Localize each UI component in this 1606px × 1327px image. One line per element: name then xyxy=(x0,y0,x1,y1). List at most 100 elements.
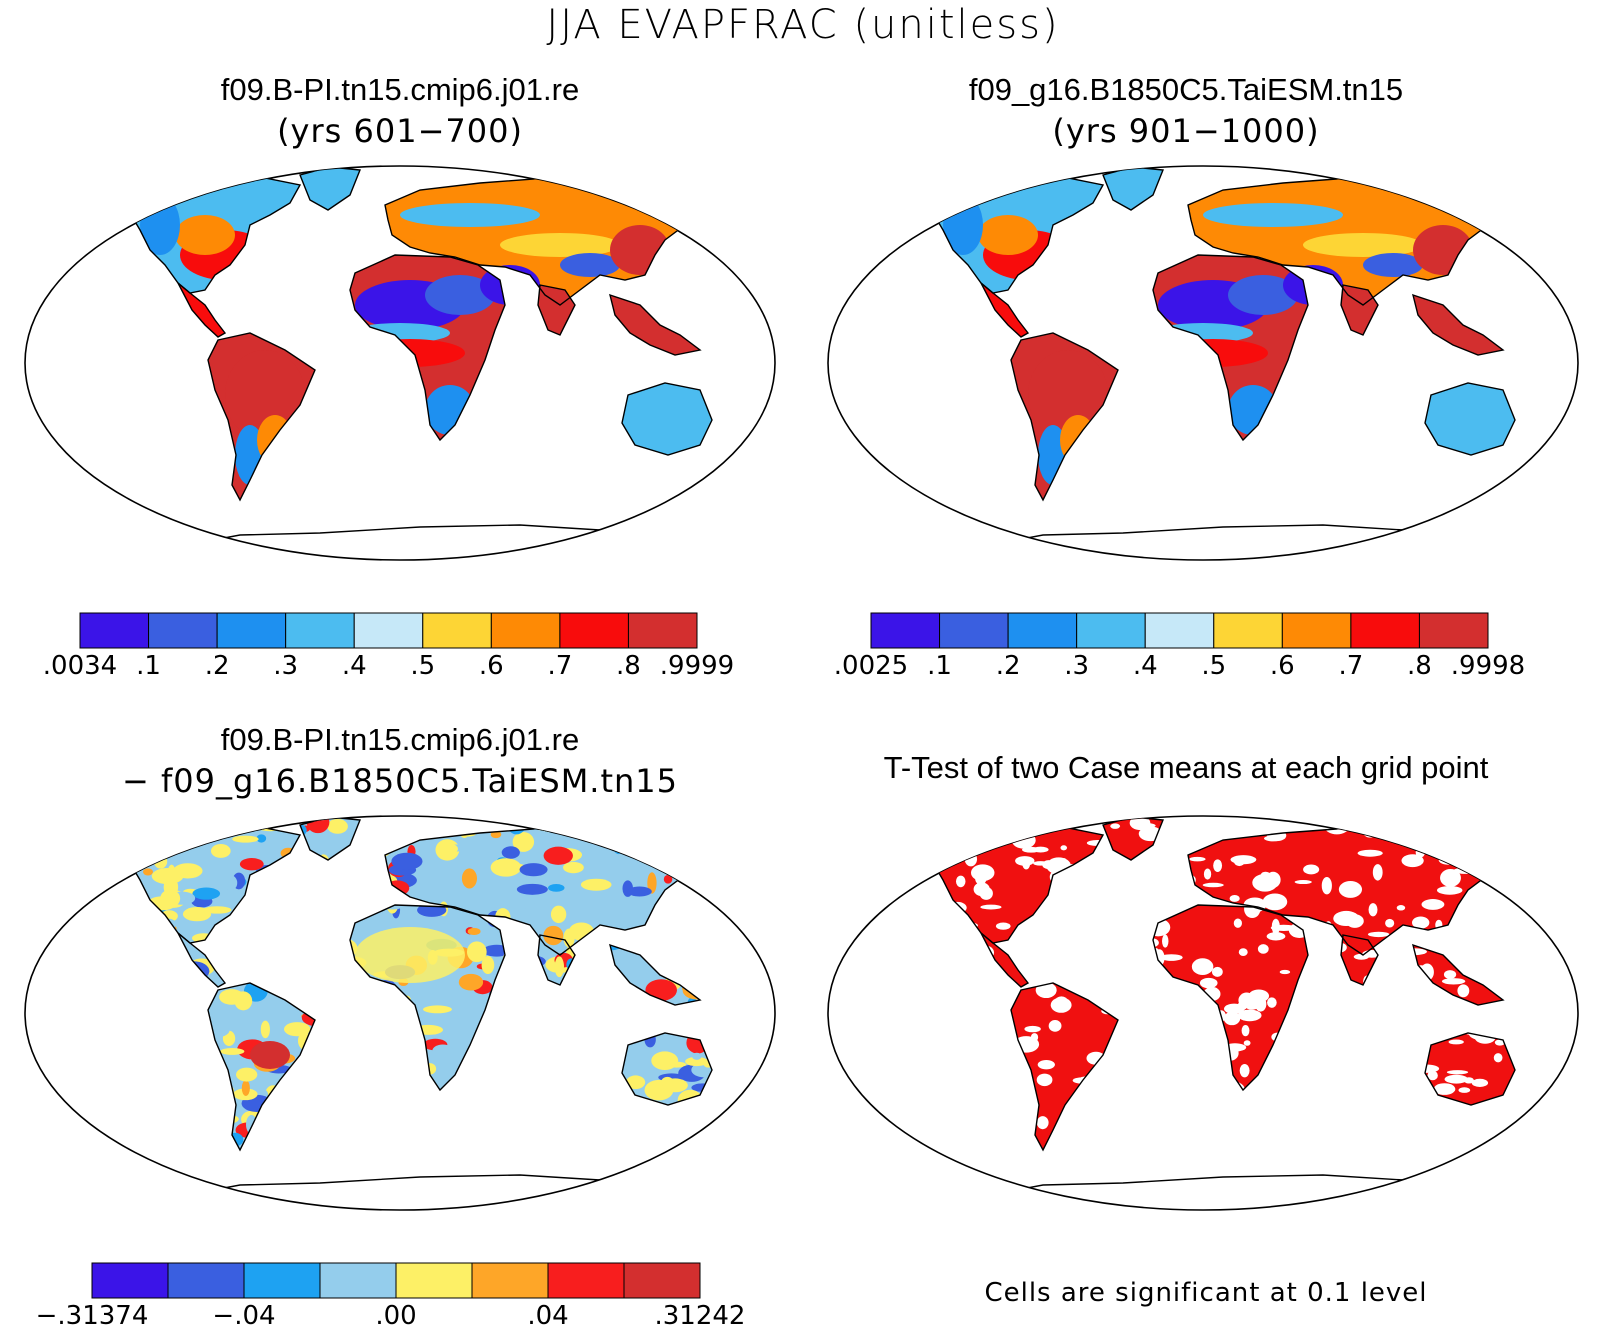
anomaly-patch xyxy=(256,834,267,843)
colorbar-tick-label: .8 xyxy=(616,651,641,681)
anomaly-patch xyxy=(241,1080,250,1096)
insignificant-cell xyxy=(1048,1020,1062,1032)
panel-1-subtitle: (yrs 601−700) xyxy=(277,112,523,150)
insignificant-cell xyxy=(1303,864,1320,875)
southAmerica-coastline xyxy=(1010,982,1119,1152)
southAmerica-coastline xyxy=(207,332,316,502)
colorbar-tick-label: .00 xyxy=(375,1301,416,1327)
anomaly-patch xyxy=(598,822,617,843)
seAsia-coastline xyxy=(609,943,702,1006)
panel-2-subtitle: (yrs 901−1000) xyxy=(1052,112,1320,150)
insignificant-cell xyxy=(973,882,990,897)
seAsia-fill xyxy=(610,295,700,355)
australia-coastline xyxy=(1424,1032,1516,1106)
insignificant-cell xyxy=(1162,934,1169,948)
colorbar-tick-label: .2 xyxy=(205,651,230,681)
anomaly-patch xyxy=(501,846,520,859)
anomaly-patch xyxy=(195,817,210,835)
insignificant-cell xyxy=(1266,932,1286,941)
anomaly-patch xyxy=(232,835,259,843)
anomaly-patch xyxy=(685,1056,708,1067)
anomaly-patch xyxy=(130,827,145,846)
australia-coastline xyxy=(1424,382,1516,456)
field-patch xyxy=(1303,233,1423,257)
colorbar-swatch xyxy=(1281,612,1352,649)
colorbar-tick-label: .6 xyxy=(479,651,504,681)
insignificant-cell xyxy=(1024,1025,1041,1033)
field-patch xyxy=(400,203,540,227)
insignificant-cell xyxy=(1229,895,1240,902)
anomaly-patch xyxy=(540,894,555,902)
anomaly-patch xyxy=(580,878,612,891)
colorbar-swatch xyxy=(1076,612,1146,649)
anomaly-patch xyxy=(220,1047,245,1055)
field-patch xyxy=(978,215,1038,255)
insignificant-cell xyxy=(1444,1074,1468,1084)
africa-coastline xyxy=(349,254,506,442)
anomaly-patch xyxy=(327,818,348,834)
anomaly-patch xyxy=(283,1022,311,1037)
anomaly-patch xyxy=(672,844,699,865)
insignificant-cell xyxy=(1502,865,1515,872)
australia-coastline xyxy=(621,382,713,456)
insignificant-cell xyxy=(1401,854,1424,868)
colorbar-tick-label: .7 xyxy=(1338,651,1363,681)
india-coastline xyxy=(537,284,576,336)
anomaly-patch xyxy=(224,875,238,891)
insignificant-cell xyxy=(1427,1070,1438,1081)
field-patch xyxy=(225,350,305,440)
colorbar-swatch xyxy=(319,1262,397,1299)
anomaly-patch xyxy=(692,1052,702,1060)
insignificant-cell xyxy=(1239,1063,1250,1078)
insignificant-cell xyxy=(1421,899,1445,910)
colorbar-tick-label: .8 xyxy=(1407,651,1432,681)
colorbar-swatch xyxy=(490,612,561,649)
insignificant-cell xyxy=(1279,969,1291,975)
insignificant-cell xyxy=(1039,819,1065,830)
field-patch xyxy=(1028,350,1108,440)
insignificant-cell xyxy=(1237,1009,1262,1022)
colorbar-swatch xyxy=(623,1262,701,1299)
insignificant-cell xyxy=(1494,1039,1505,1046)
insignificant-cell xyxy=(1110,823,1121,829)
africa-coastline xyxy=(349,904,506,1092)
insignificant-cell xyxy=(1357,849,1383,857)
india-coastline xyxy=(1340,934,1379,986)
anomaly-patch xyxy=(516,883,548,895)
panel-1-title: f09.B-PI.tn15.cmip6.j01.re xyxy=(220,72,580,107)
colorbar-swatch xyxy=(243,1262,321,1299)
centralAmerica-coastline xyxy=(177,932,227,988)
anomaly-patch xyxy=(693,872,712,881)
insignificant-cell xyxy=(1202,882,1224,888)
anomaly-patch xyxy=(132,822,160,844)
panel-3-title: f09.B-PI.tn15.cmip6.j01.re xyxy=(220,722,580,757)
insignificant-cell xyxy=(1199,977,1218,989)
anomaly-patch xyxy=(694,859,707,870)
colorbar-swatch xyxy=(148,612,218,649)
colorbar-swatch xyxy=(870,612,941,649)
anomaly-patch xyxy=(543,846,573,865)
insignificant-cell xyxy=(1262,893,1288,911)
southAmerica-coastline xyxy=(1010,332,1119,502)
anomaly-patch xyxy=(185,823,212,839)
colorbar-tick-label: .6 xyxy=(1270,651,1295,681)
colorbar-swatch xyxy=(91,1262,169,1299)
anomaly-patch xyxy=(436,843,458,855)
insignificant-cell xyxy=(1211,966,1223,977)
anomaly-patch xyxy=(466,941,487,963)
insignificant-cell xyxy=(1431,828,1442,837)
panel-3-subtitle: − f09_g16.B1850C5.TaiESM.tn15 xyxy=(121,762,679,800)
anomaly-patch xyxy=(627,886,652,897)
anomaly-patch xyxy=(548,883,565,892)
greenland-fill xyxy=(1103,167,1163,210)
insignificant-cell xyxy=(1345,914,1364,928)
colorbar-tick-label: .1 xyxy=(136,651,161,681)
anomaly-patch xyxy=(494,862,526,872)
colorbar-swatch xyxy=(471,1262,549,1299)
panel-3-map xyxy=(24,815,776,1211)
anomaly-patch xyxy=(684,870,700,883)
colorbar-tick-label: .7 xyxy=(547,651,572,681)
colorbar-swatch xyxy=(1007,612,1078,649)
colorbar-swatch xyxy=(939,612,1009,649)
southAmerica-coastline xyxy=(207,982,316,1152)
